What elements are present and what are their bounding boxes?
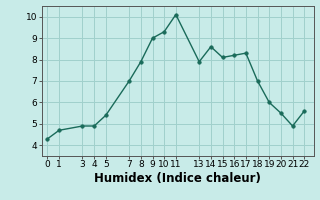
X-axis label: Humidex (Indice chaleur): Humidex (Indice chaleur): [94, 172, 261, 185]
